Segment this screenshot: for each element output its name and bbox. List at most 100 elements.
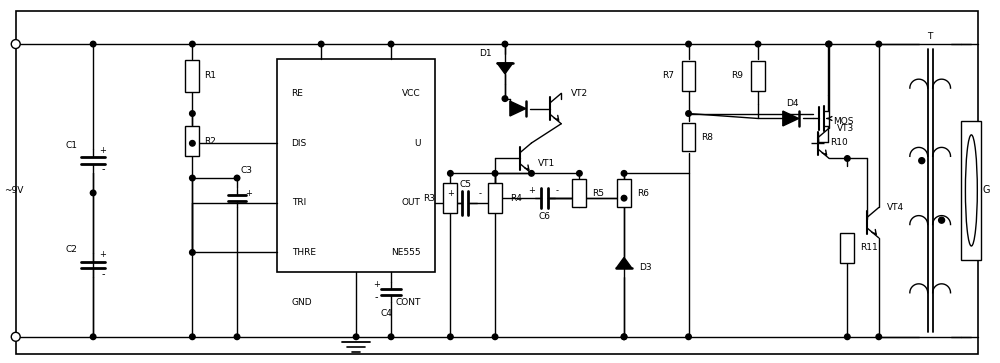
Text: C3: C3 xyxy=(240,166,252,175)
Text: OUT: OUT xyxy=(402,198,421,207)
Circle shape xyxy=(876,41,882,47)
Circle shape xyxy=(190,41,195,47)
Bar xyxy=(682,123,695,151)
Text: T: T xyxy=(927,32,932,41)
Circle shape xyxy=(502,96,508,101)
Circle shape xyxy=(621,334,627,339)
Text: R1: R1 xyxy=(204,71,216,80)
Text: +: + xyxy=(373,280,380,289)
Circle shape xyxy=(190,250,195,255)
Text: -: - xyxy=(479,189,482,199)
Bar xyxy=(840,233,854,262)
Circle shape xyxy=(845,156,850,161)
Circle shape xyxy=(919,158,925,164)
Text: VT3: VT3 xyxy=(837,124,855,133)
Polygon shape xyxy=(616,257,632,268)
Text: VT1: VT1 xyxy=(538,159,555,168)
Circle shape xyxy=(388,334,394,339)
Text: R3: R3 xyxy=(423,194,435,203)
Text: R6: R6 xyxy=(637,189,649,198)
Polygon shape xyxy=(510,101,526,116)
Circle shape xyxy=(234,175,240,181)
Ellipse shape xyxy=(965,135,977,246)
Polygon shape xyxy=(497,63,513,74)
Text: -: - xyxy=(374,292,378,302)
Circle shape xyxy=(234,334,240,339)
Text: NE555: NE555 xyxy=(391,248,421,257)
Circle shape xyxy=(388,41,394,47)
Circle shape xyxy=(939,217,945,223)
Text: VT4: VT4 xyxy=(887,203,904,212)
Text: R8: R8 xyxy=(701,133,713,142)
Text: C2: C2 xyxy=(65,245,77,254)
Circle shape xyxy=(492,334,498,339)
Circle shape xyxy=(190,334,195,339)
Text: +: + xyxy=(100,146,106,155)
Circle shape xyxy=(621,195,627,201)
Text: MOS: MOS xyxy=(833,117,854,126)
Text: R4: R4 xyxy=(510,194,522,203)
Text: -: - xyxy=(101,269,105,279)
Text: R10: R10 xyxy=(830,138,848,147)
Text: VT2: VT2 xyxy=(570,89,588,98)
Circle shape xyxy=(621,171,627,176)
Text: -: - xyxy=(247,198,251,208)
Bar xyxy=(185,126,199,156)
Bar xyxy=(682,61,695,91)
Bar xyxy=(572,179,586,207)
Text: D4: D4 xyxy=(786,99,799,108)
Circle shape xyxy=(577,171,582,176)
Text: +: + xyxy=(100,250,106,260)
Circle shape xyxy=(90,41,96,47)
Circle shape xyxy=(318,41,324,47)
Bar xyxy=(751,61,765,91)
Text: -: - xyxy=(556,186,559,195)
Text: C4: C4 xyxy=(380,310,392,318)
Circle shape xyxy=(529,171,534,176)
Text: C1: C1 xyxy=(65,141,77,150)
Circle shape xyxy=(686,111,691,116)
Circle shape xyxy=(190,175,195,181)
Circle shape xyxy=(876,334,882,339)
Text: GND: GND xyxy=(292,298,312,307)
Circle shape xyxy=(845,334,850,339)
Circle shape xyxy=(11,40,20,49)
Text: ~9V: ~9V xyxy=(4,186,23,195)
Text: C6: C6 xyxy=(539,212,551,221)
Circle shape xyxy=(190,140,195,146)
Circle shape xyxy=(353,334,359,339)
Text: C5: C5 xyxy=(459,180,471,189)
Bar xyxy=(961,121,981,260)
Text: G: G xyxy=(983,185,990,195)
Circle shape xyxy=(755,41,761,47)
Circle shape xyxy=(826,41,831,47)
Text: D3: D3 xyxy=(639,263,652,272)
Circle shape xyxy=(621,334,627,339)
Text: TRI: TRI xyxy=(292,198,306,207)
Circle shape xyxy=(11,333,20,341)
Text: R11: R11 xyxy=(860,243,878,252)
Text: CONT: CONT xyxy=(395,298,421,307)
Text: VCC: VCC xyxy=(402,89,421,98)
Text: R5: R5 xyxy=(592,189,604,198)
Circle shape xyxy=(190,111,195,116)
Text: THRE: THRE xyxy=(292,248,316,257)
Circle shape xyxy=(826,41,832,47)
Bar xyxy=(443,183,457,213)
Text: -: - xyxy=(101,164,105,175)
Text: RE: RE xyxy=(292,89,303,98)
Circle shape xyxy=(448,334,453,339)
Text: U: U xyxy=(414,139,421,148)
Text: +: + xyxy=(528,186,535,195)
Circle shape xyxy=(492,171,498,176)
Circle shape xyxy=(90,190,96,196)
Text: R9: R9 xyxy=(731,71,743,80)
Circle shape xyxy=(90,334,96,339)
Text: +: + xyxy=(245,189,252,199)
Text: D1: D1 xyxy=(479,49,491,58)
Text: DIS: DIS xyxy=(292,139,307,148)
Circle shape xyxy=(686,334,691,339)
Bar xyxy=(617,179,631,207)
Bar xyxy=(488,183,502,213)
Circle shape xyxy=(448,171,453,176)
